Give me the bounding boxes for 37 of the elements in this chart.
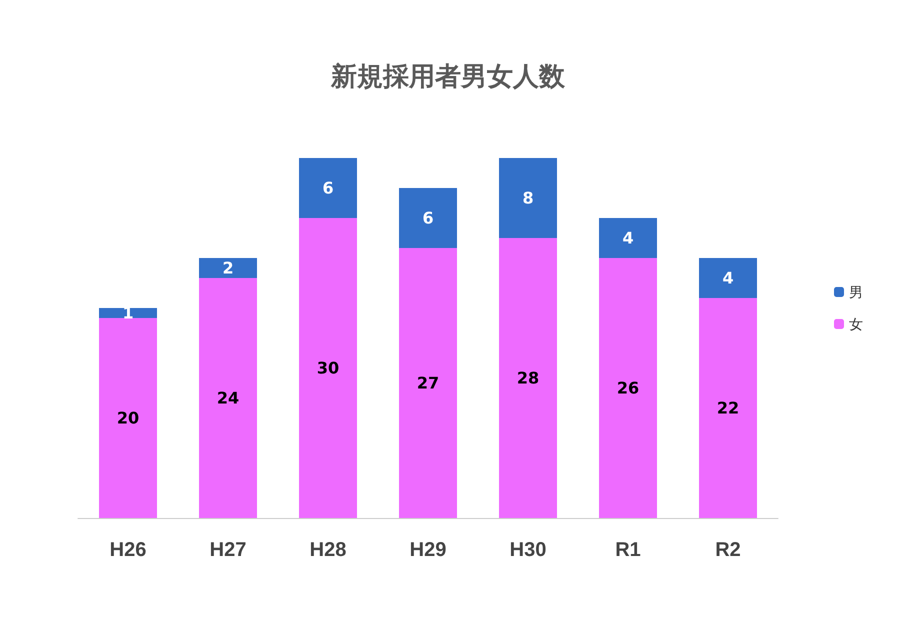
x-tick-label: R1 (615, 539, 641, 561)
bar (699, 258, 757, 298)
bar (299, 158, 357, 218)
data-label: 24 (216, 388, 240, 408)
bar (499, 158, 557, 238)
bar (399, 248, 457, 518)
legend-label: 女 (849, 316, 863, 332)
data-label: 6 (322, 178, 334, 198)
x-tick-label: H27 (210, 539, 246, 561)
data-label: 27 (416, 374, 440, 392)
data-label: 22 (716, 398, 740, 418)
bar (499, 238, 557, 518)
bar (99, 308, 157, 318)
bar (199, 258, 257, 278)
bar (299, 218, 357, 518)
chart-title: 新規採用者男女人数 (330, 61, 566, 91)
data-label: 26 (616, 378, 640, 398)
x-tick-label: H29 (410, 539, 446, 561)
bar (199, 278, 257, 518)
data-label: 20 (116, 408, 140, 428)
data-label: 4 (722, 268, 734, 288)
bar (599, 218, 657, 258)
data-label: 6 (422, 208, 434, 228)
bar (699, 298, 757, 518)
data-label: 4 (622, 228, 634, 248)
bar (399, 188, 457, 248)
x-tick-label: H26 (110, 539, 146, 561)
data-label: 28 (516, 368, 540, 388)
bar (599, 258, 657, 518)
x-tick-label: H28 (310, 539, 346, 561)
bar (99, 318, 157, 518)
data-label: 8 (522, 188, 534, 208)
x-tick-label: H30 (510, 539, 546, 561)
x-tick-label: R2 (715, 539, 741, 561)
data-label: 30 (316, 358, 340, 378)
data-label: 2 (222, 258, 234, 278)
legend-label: 男 (849, 284, 863, 300)
